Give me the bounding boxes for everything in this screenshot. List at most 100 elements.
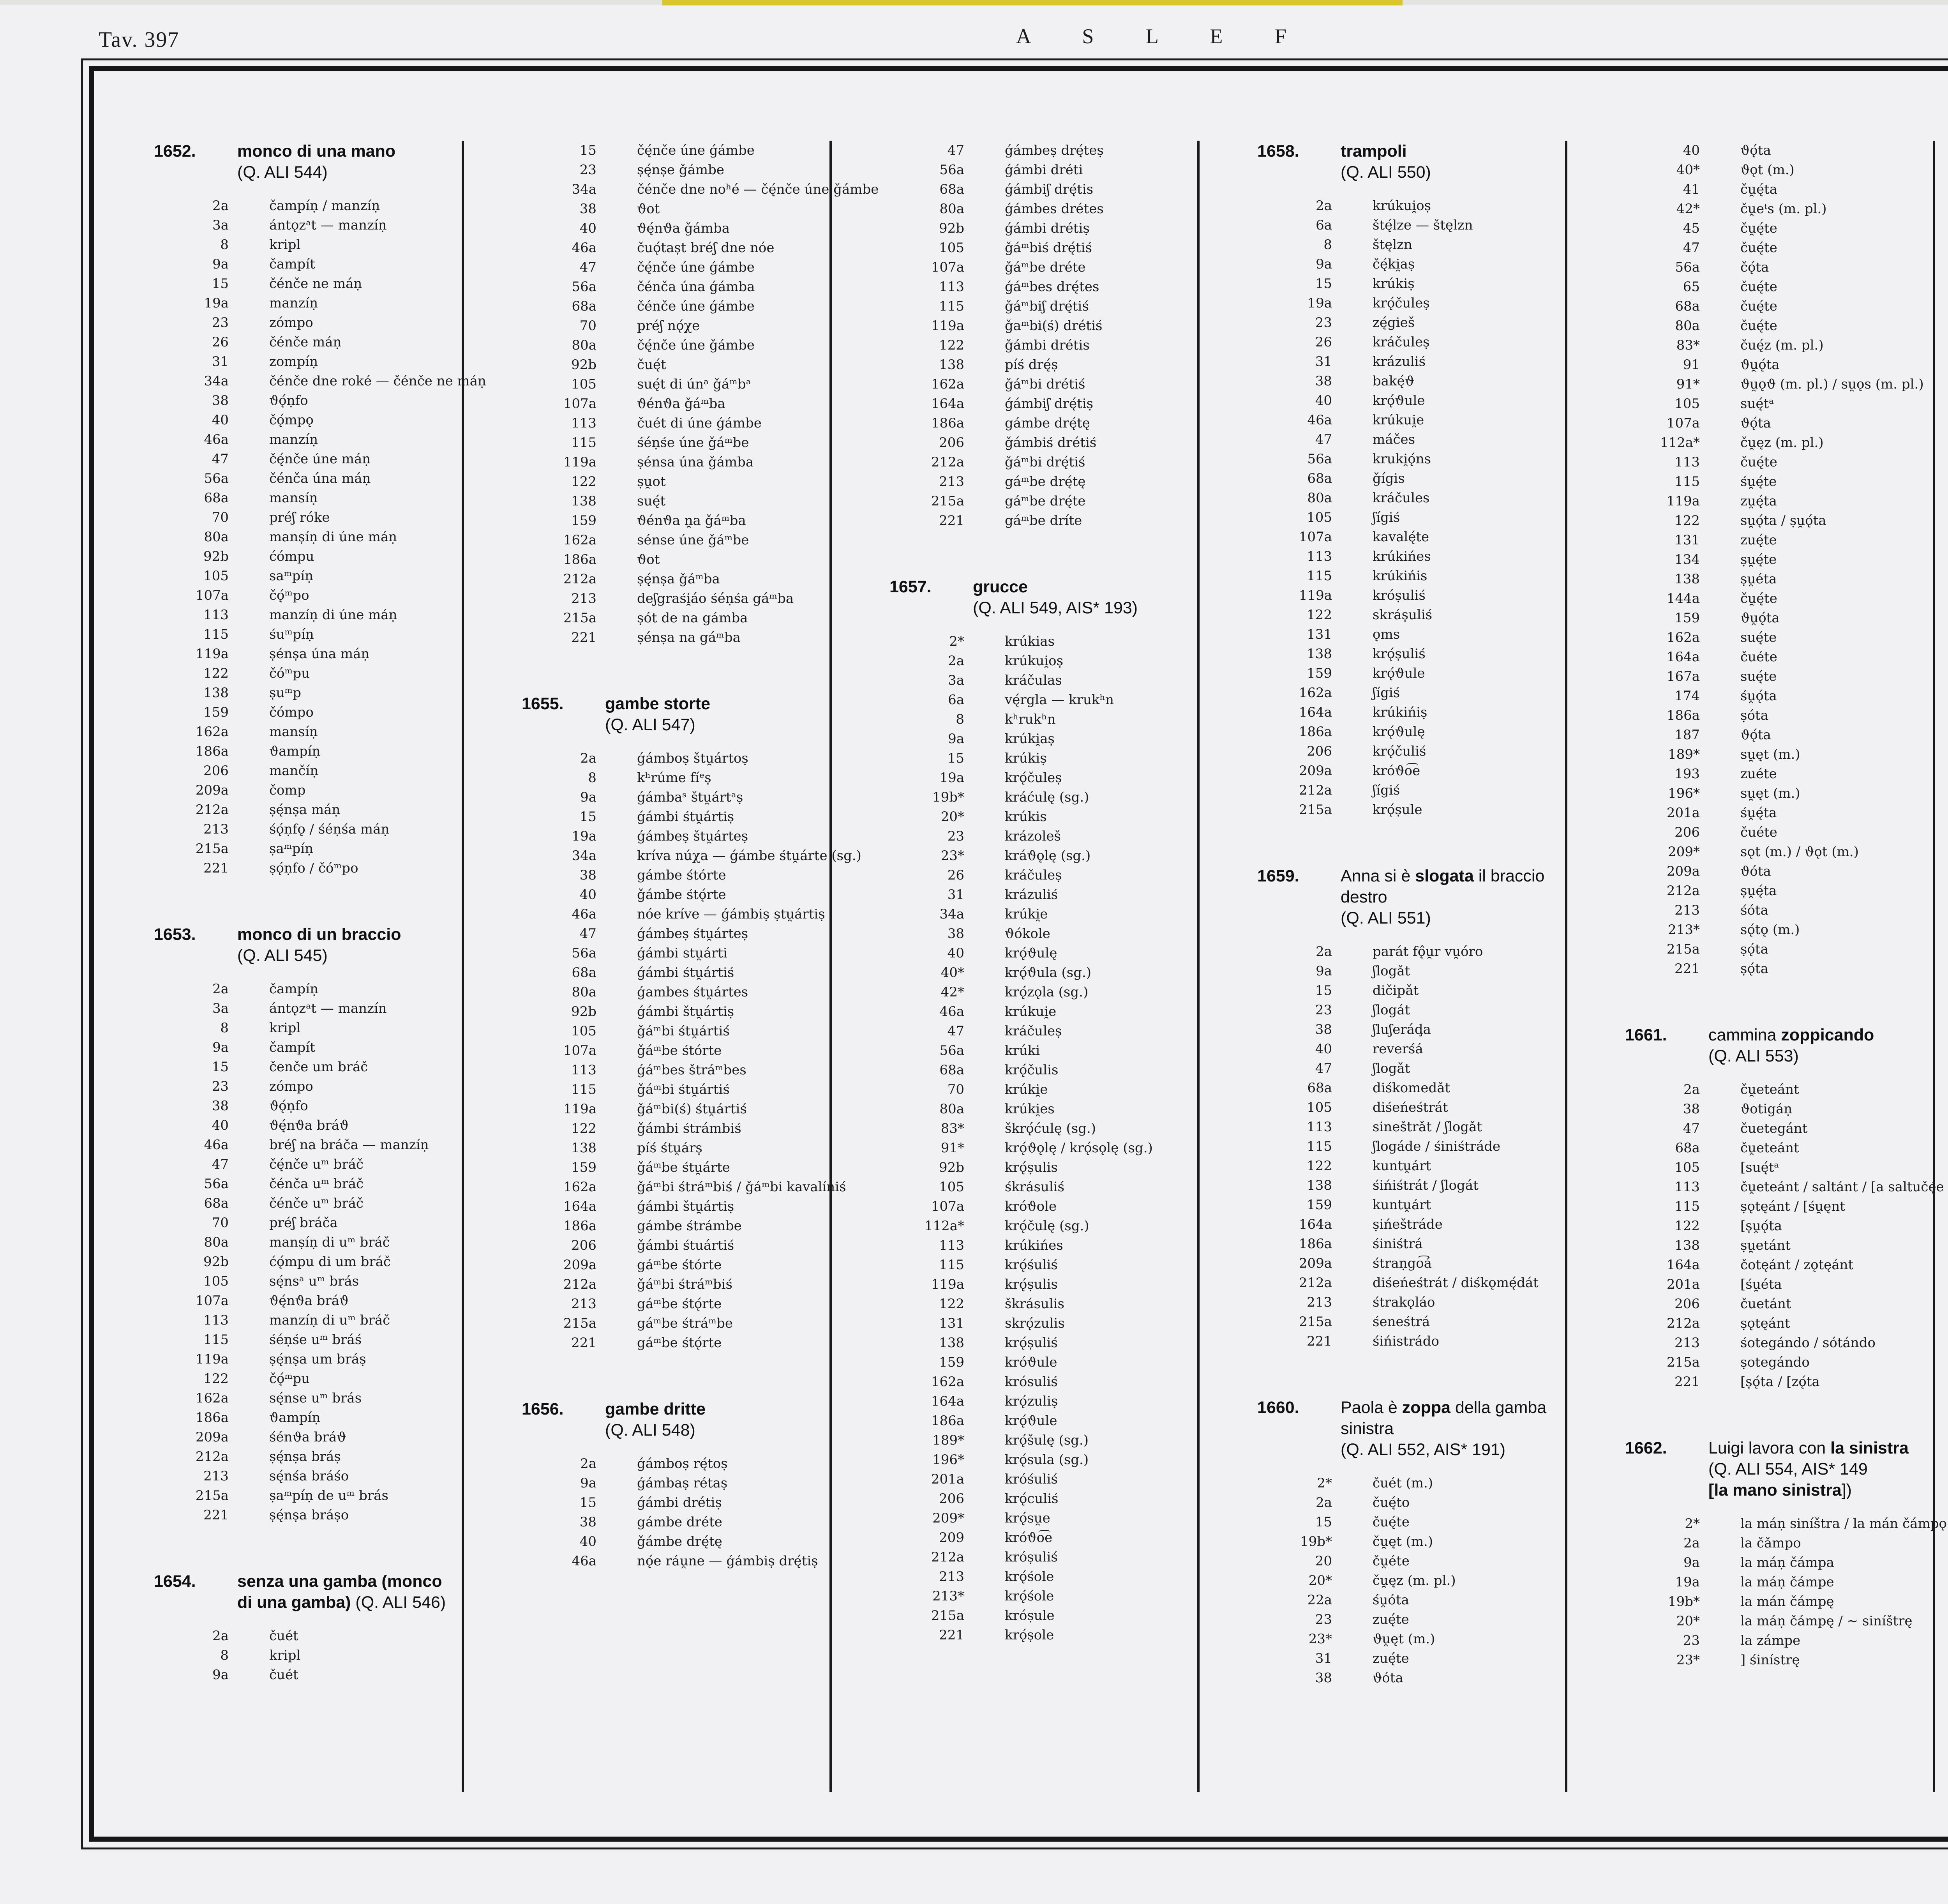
dialect-form: ϑotigáṇ	[1740, 1101, 1793, 1117]
entry-row: 2a la čǎmpo	[1568, 1533, 1932, 1553]
entry-row: 47 ʃlogǎt	[1200, 1059, 1564, 1078]
dialect-form: bréʃ na bráča — manzíṇ	[269, 1137, 429, 1153]
entry-row: 2* la máṇ siníštra / la mán čámpǫ	[1568, 1514, 1947, 1533]
title-segment: la sinistra	[1830, 1439, 1909, 1457]
dialect-form: ču̯ęt (m.)	[1373, 1534, 1433, 1549]
entry-row: 56ačampanǎr	[1936, 846, 1948, 865]
dialect-form: gáᵐbe śtórte	[637, 1257, 722, 1273]
location-code: 91	[1683, 357, 1700, 373]
entry-row: 209* sǫt (m.) / ϑǫt (m.)	[1568, 842, 1932, 862]
entry-row: 91*]ϑáṇka	[1936, 258, 1948, 277]
location-code: 186a	[931, 1413, 964, 1429]
dialect-form: čénče máṇ	[269, 334, 342, 350]
entry-row: 186a krǫ́ϑule	[833, 1411, 1196, 1431]
dialect-form: gáᵐbe drę́te	[1005, 493, 1086, 509]
dialect-form: [śu̯éta	[1740, 1277, 1782, 1292]
dialect-form: krǫ́ϑule	[1373, 666, 1425, 681]
entry-row: 159 kuntu̯árt	[1200, 1195, 1564, 1215]
dialect-form: ϑu̯ǫϑ (m. pl.) / su̯ǫs (m. pl.)	[1740, 376, 1924, 392]
location-code: 138	[1675, 571, 1700, 587]
dialect-form: čénče dne roké — čénče ne máṇ	[269, 373, 486, 389]
entry-row: 113 čuę́te	[1568, 452, 1932, 472]
entry-row: 206gǫ́be	[1936, 1693, 1948, 1713]
location-code: 38	[1315, 373, 1332, 389]
location-code: 45	[1683, 221, 1700, 236]
dialect-form: gámbe śtrámbe	[637, 1218, 742, 1234]
entry-row: 9a čuét	[97, 1665, 461, 1685]
section-1661: 1661. cammina zoppicando (Q. ALI 553) 2a ču̯…	[1568, 1024, 1944, 1392]
dialect-form: króṣuliś	[1373, 588, 1426, 603]
dialect-form: ṣę́nṣa bráṣo	[269, 1507, 349, 1523]
dialect-form: śu̯ǫ́ta	[1740, 688, 1777, 704]
dialect-form: ču̯eteánt	[1740, 1140, 1799, 1156]
location-code: 56a	[572, 279, 596, 295]
location-code: 213*	[1668, 922, 1700, 938]
entry-row: 9a čampít	[97, 254, 461, 274]
entry-list: 40 ϑǫ́ta 40* ϑǫt (m.) 41 ču̯ę́ta 42* ču̯eᵗs (m.…	[1568, 141, 1932, 978]
entry-row: 213la śáṇka	[1936, 511, 1948, 530]
entry-row: 2a čuę́to	[1200, 1493, 1564, 1512]
title-segment: (Q. ALI 554, AIS* 149	[1708, 1460, 1868, 1478]
dialect-form: kráčuleṣ	[1373, 334, 1430, 350]
entry-row: 46a nóe kríve — ǵámbiṣ ṣtu̯ártiṣ	[465, 904, 829, 924]
location-code: 68a	[939, 1062, 964, 1078]
location-code: 42*	[1676, 201, 1700, 217]
location-code: 115	[1307, 568, 1332, 584]
location-code: 47	[947, 143, 964, 158]
entry-row: 3a ántǫzᵃt — manzíṇ	[97, 215, 461, 235]
location-code: 107a	[195, 1293, 229, 1309]
entry-row: 38 ϑǫ́ṇfo	[97, 1096, 461, 1116]
column-2: 15 čę́nče úne ǵámbe 23 ṣę́nṣe ǧámbe 34a čénče…	[462, 141, 879, 1792]
entry-row: 9agǫ́mbe	[1936, 1518, 1948, 1537]
location-code: 47	[1936, 1576, 1948, 1596]
entry-row: 221 [ṣǫ́ta / [zǫ́ta	[1568, 1372, 1932, 1392]
location-code: 138	[939, 357, 964, 373]
location-code: 115	[1675, 474, 1700, 489]
entry-row: 45 ču̯ę́te	[1568, 219, 1932, 238]
entry-row: 105 [suę́tᵃ	[1568, 1158, 1932, 1177]
entry-row: 38 ϑotigáṇ	[1568, 1099, 1932, 1119]
dialect-form: króśuliś	[1005, 1471, 1058, 1487]
location-code: 221	[939, 513, 964, 528]
entry-row: 23 ṣę́nṣe ǧámbe	[465, 160, 829, 180]
dialect-form: la máṇ čámpę / ∼ siníštrę	[1740, 1613, 1913, 1629]
location-code: 23	[1936, 1537, 1948, 1557]
entry-row: 213 gáᵐbe drę́tę	[833, 472, 1196, 491]
entry-row: 213sú da bráva	[1936, 1337, 1948, 1356]
dialect-form: ćǫ́mpu di um bráč	[269, 1254, 391, 1270]
entry-row: 46a manzíṇ	[97, 430, 461, 449]
entry-row: 122sáṇku	[1936, 1021, 1948, 1041]
location-code: 8	[220, 237, 229, 253]
dialect-form: ǵáᵐbes drę́tes	[1005, 279, 1099, 295]
dialect-form: ṣę́nṣa ǧáᵐba	[637, 571, 720, 587]
dialect-form: śiniśtrá	[1373, 1236, 1423, 1252]
dialect-form: čómpo	[269, 705, 314, 720]
location-code: 215a	[195, 841, 229, 857]
entry-row: 206 ǧámbiś drétiś	[833, 433, 1196, 452]
dialect-form: čuę́z (m. pl.)	[1740, 337, 1824, 353]
title-segment: (Q. ALI 545)	[237, 946, 328, 965]
entry-row: 40 ϑǫ́ta	[1568, 141, 1932, 160]
dialect-form: śu̯ę́te	[1740, 474, 1777, 489]
dialect-form: ču̯ę́te	[1740, 221, 1777, 236]
entry-row: 113 ču̯eteánt / saltánt / [a saltučę́e	[1568, 1177, 1944, 1197]
location-code: 138	[1936, 1654, 1948, 1674]
dialect-form: krǫ́ṣuliś	[1005, 1335, 1058, 1351]
dialect-form: préʃ bráča	[269, 1215, 338, 1231]
entry-row: 19b* la mán čámpę	[1568, 1592, 1932, 1611]
location-code: 119a	[563, 454, 596, 470]
title-line: sinistra	[1341, 1418, 1564, 1439]
location-code: 19a	[1936, 729, 1948, 749]
dialect-form: krúkińiṣ	[1373, 705, 1427, 720]
entry-row: 215ala ṣáṇka	[1936, 550, 1948, 569]
entry-row: 159 ϑénϑa n̯a ǧáᵐba	[465, 511, 829, 530]
dialect-form: ǧámbe drę́tę	[637, 1534, 722, 1549]
entry-row: 115 śéṇśe úne ǧáᵐbe	[465, 433, 829, 452]
entry-row: 105la mán sáᵐpᵃ	[1936, 297, 1948, 316]
entry-list: 2a ǵámboṣ štu̯ártoṣ 8 kʰrúme fíᵉṣ 9a ǵámbaˢ š…	[465, 749, 861, 1353]
entry-row: 2agǫ́mbo	[1936, 1498, 1948, 1518]
dialect-form: ču̯ę́ta	[1740, 182, 1777, 197]
location-code: 186a	[931, 415, 964, 431]
dialect-form: čę́nče úne ǧámbe	[637, 337, 755, 353]
location-code: 221	[203, 860, 229, 876]
